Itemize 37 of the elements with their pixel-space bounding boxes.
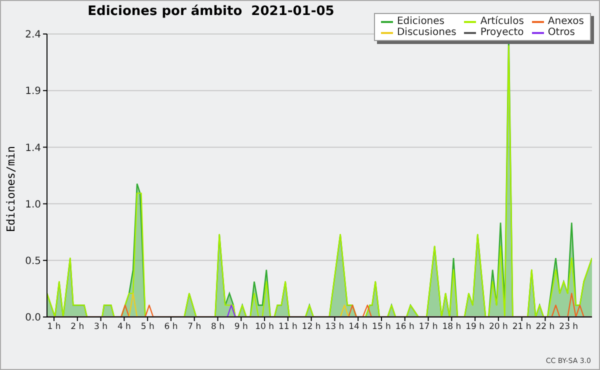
x-tick-label: 7 h <box>188 322 202 332</box>
x-tick-label: 11 h <box>278 322 298 332</box>
x-tick-label: 1 h <box>47 322 61 332</box>
x-tick-label: 14 h <box>348 322 368 332</box>
x-tick-label: 4 h <box>117 322 131 332</box>
y-axis-title: Ediciones/min <box>4 146 18 232</box>
legend-label: Discusiones <box>396 27 456 38</box>
y-tick-label: 0.0 <box>25 312 41 324</box>
x-tick-label: 5 h <box>140 322 154 332</box>
x-tick-label: 17 h <box>418 322 438 332</box>
legend-label: Ediciones <box>396 16 445 27</box>
chart-title: Ediciones por ámbito 2021-01-05 <box>88 4 334 19</box>
x-tick-label: 23 h <box>559 322 578 332</box>
x-tick-label: 13 h <box>325 322 344 332</box>
x-tick-label: 20 h <box>488 322 508 332</box>
y-tick-label: 1.0 <box>25 199 41 210</box>
legend-label: Otros <box>548 27 575 38</box>
x-tick-label: 21 h <box>512 322 532 332</box>
x-tick-label: 10 h <box>255 322 274 332</box>
x-tick-label: 6 h <box>164 322 178 332</box>
x-tick-label: 2 h <box>70 322 84 332</box>
y-tick-label: 2.4 <box>25 30 41 41</box>
x-tick-label: 9 h <box>234 322 248 332</box>
y-tick-label: 0.5 <box>25 256 41 267</box>
y-tick-label: 1.9 <box>25 86 41 98</box>
x-tick-label: 22 h <box>536 322 555 332</box>
y-tick-label: 1.4 <box>25 142 41 154</box>
x-tick-label: 19 h <box>466 322 484 332</box>
legend-label: Anexos <box>548 16 584 27</box>
x-tick-label: 16 h <box>395 322 414 332</box>
x-tick-label: 12 h <box>302 322 321 332</box>
x-tick-label: 3 h <box>94 322 108 332</box>
x-tick-label: 15 h <box>372 322 391 332</box>
x-tick-label: 8 h <box>211 322 224 332</box>
legend-label: Artículos <box>480 16 524 27</box>
legend-label: Proyecto <box>480 27 524 38</box>
x-tick-label: 18 h <box>442 322 462 332</box>
